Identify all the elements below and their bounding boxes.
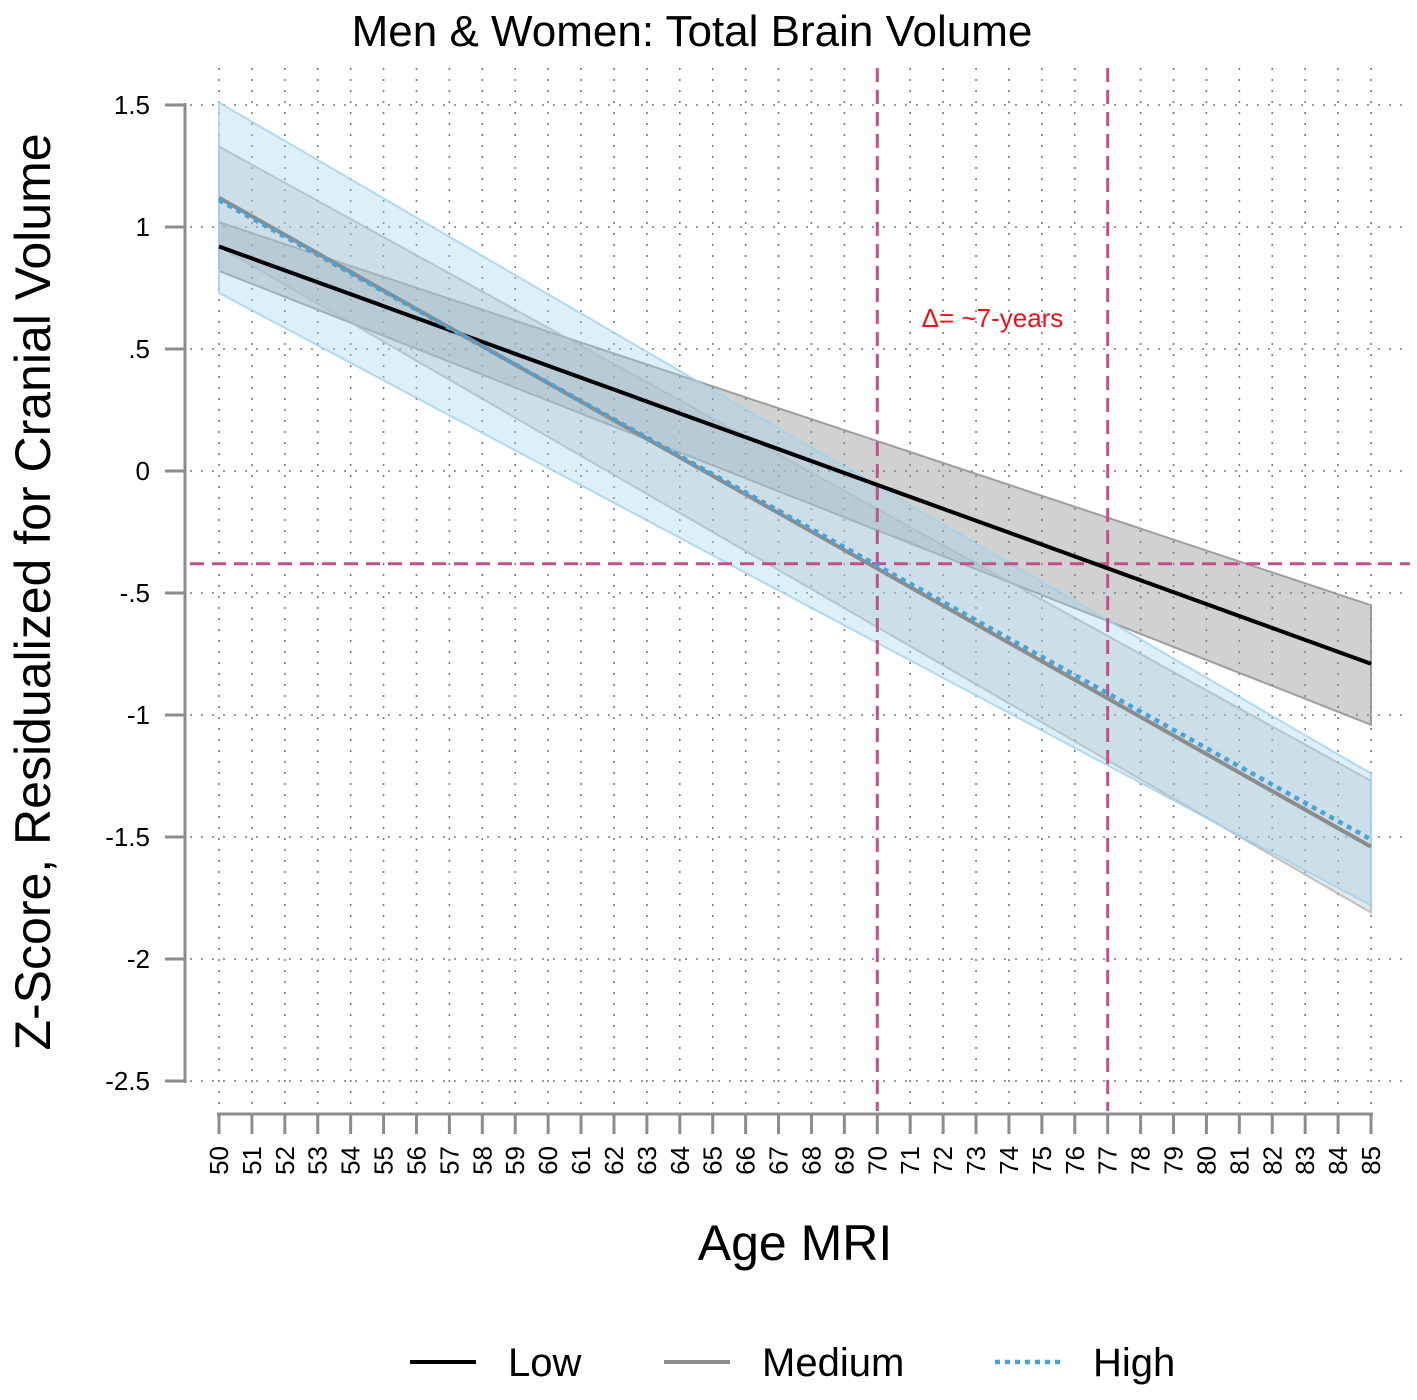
x-tick-label: 64	[665, 1146, 695, 1175]
x-tick-label: 58	[467, 1146, 497, 1175]
x-tick-label: 77	[1093, 1146, 1123, 1175]
x-tick-label: 80	[1191, 1146, 1221, 1175]
legend-label-low: Low	[508, 1341, 581, 1385]
x-tick-label: 54	[336, 1146, 366, 1175]
x-tick-label: 63	[632, 1146, 662, 1175]
y-tick-label: .5	[128, 334, 150, 364]
confidence-bands	[218, 100, 1372, 915]
x-tick-label: 57	[434, 1146, 464, 1175]
x-tick-label: 71	[895, 1146, 925, 1175]
series-line-medium	[218, 195, 1372, 849]
y-tick-label: -1	[127, 700, 150, 730]
x-tick-label: 56	[401, 1146, 431, 1175]
axes	[165, 103, 1373, 1134]
ci-band-high	[218, 100, 1372, 907]
x-tick-label: 55	[369, 1146, 399, 1175]
x-tick-label: 65	[698, 1146, 728, 1175]
x-tick-label: 61	[566, 1146, 596, 1175]
y-tick-label: 1	[136, 212, 150, 242]
y-tick-label: 0	[136, 456, 150, 486]
x-tick-label: 69	[829, 1146, 859, 1175]
x-tick-label: 84	[1323, 1146, 1353, 1175]
x-tick-label: 75	[1027, 1146, 1057, 1175]
x-tick-label: 73	[961, 1146, 991, 1175]
legend-label-medium: Medium	[762, 1341, 904, 1385]
x-tick-label: 51	[237, 1146, 267, 1175]
x-tick-label: 78	[1126, 1146, 1156, 1175]
delta-annotation: Δ= ~7-years	[922, 303, 1064, 333]
y-axis-title: Z-Score, Residualized for Cranial Volume	[5, 133, 61, 1050]
x-tick-label: 70	[862, 1146, 892, 1175]
legend: Low Medium High	[410, 1341, 1175, 1385]
x-tick-label: 72	[928, 1146, 958, 1175]
y-tick-label: -.5	[120, 578, 150, 608]
chart-title: Men & Women: Total Brain Volume	[352, 7, 1033, 56]
x-tick-label: 66	[731, 1146, 761, 1175]
x-tick-label: 85	[1356, 1146, 1386, 1175]
series-line-low	[218, 244, 1372, 666]
x-tick-label: 79	[1159, 1146, 1189, 1175]
legend-label-high: High	[1093, 1341, 1175, 1385]
x-axis-title: Age MRI	[698, 1215, 893, 1271]
x-tick-label: 60	[533, 1146, 563, 1175]
x-tick-label: 59	[500, 1146, 530, 1175]
x-tick-label: 76	[1060, 1146, 1090, 1175]
y-tick-label: -2.5	[105, 1066, 150, 1096]
x-tick-label: 67	[764, 1146, 794, 1175]
y-tick-label: 1.5	[114, 90, 150, 120]
x-tick-label: 83	[1290, 1146, 1320, 1175]
grid-layer	[190, 68, 1410, 1111]
x-tick-label: 74	[994, 1146, 1024, 1175]
x-tick-label: 81	[1224, 1146, 1254, 1175]
x-tick-label: 53	[303, 1146, 333, 1175]
x-tick-label: 82	[1257, 1146, 1287, 1175]
x-tick-label: 68	[796, 1146, 826, 1175]
reference-lines	[190, 68, 1410, 1111]
tick-labels: 1.51.50-.5-1-1.5-2-2.550 51 52 53 54 55 56 57 58…	[105, 90, 1386, 1175]
x-tick-label: 62	[599, 1146, 629, 1175]
series-lines	[217, 195, 1373, 849]
x-tick-label: 50	[204, 1146, 234, 1175]
y-tick-label: -1.5	[105, 822, 150, 852]
y-tick-label: -2	[127, 944, 150, 974]
x-tick-label: 52	[270, 1146, 300, 1175]
